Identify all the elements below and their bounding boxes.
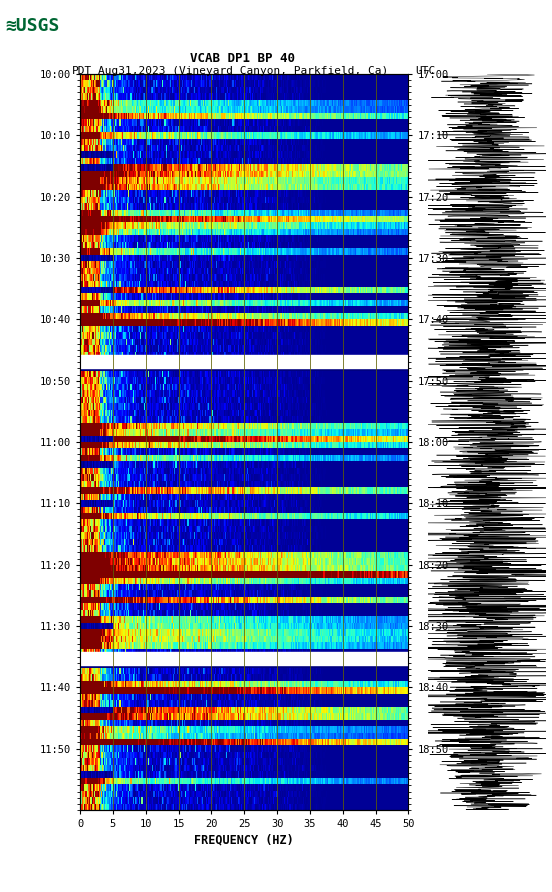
Text: PDT: PDT — [72, 66, 92, 76]
Bar — [80, 652, 408, 665]
Bar — [80, 355, 408, 368]
Text: UTC: UTC — [415, 66, 435, 76]
X-axis label: FREQUENCY (HZ): FREQUENCY (HZ) — [194, 833, 294, 847]
Text: Aug31,2023 (Vineyard Canyon, Parkfield, Ca): Aug31,2023 (Vineyard Canyon, Parkfield, … — [98, 66, 388, 76]
Text: ≋USGS: ≋USGS — [6, 17, 60, 35]
Text: VCAB DP1 BP 40: VCAB DP1 BP 40 — [190, 52, 295, 65]
